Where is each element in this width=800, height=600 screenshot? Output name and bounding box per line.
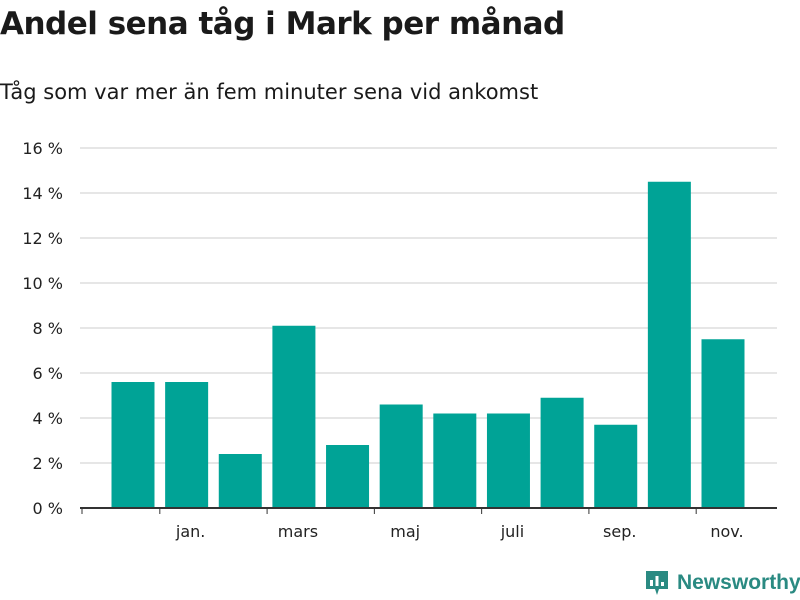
- bar-9: [540, 397, 584, 508]
- x-tick-label: maj: [390, 522, 420, 541]
- chart-subtitle: Tåg som var mer än fem minuter sena vid …: [0, 80, 539, 104]
- y-tick-label: 16 %: [22, 139, 63, 158]
- bar-11: [647, 181, 691, 508]
- y-tick-label: 12 %: [22, 229, 63, 248]
- x-tick-label: jan.: [175, 522, 205, 541]
- brand-logo: Newsworthy: [644, 569, 800, 597]
- y-tick-label: 4 %: [33, 409, 63, 428]
- bar-10: [594, 424, 638, 508]
- bar-chart: 0 % 2 % 4 % 6 % 8 % 10 % 12 % 14 % 16 % jan. mars…: [22, 139, 777, 541]
- x-tick-label: sep.: [603, 522, 636, 541]
- bar-2: [165, 382, 209, 508]
- bar-12: [701, 339, 745, 508]
- x-tick-label: nov.: [710, 522, 743, 541]
- bar-3: [218, 454, 262, 508]
- chart-title: Andel sena tåg i Mark per månad: [0, 6, 565, 42]
- y-tick-label: 0 %: [33, 499, 63, 518]
- y-tick-label: 14 %: [22, 184, 63, 203]
- brand-name: Newsworthy: [677, 571, 800, 594]
- x-tick-label: mars: [278, 522, 318, 541]
- y-tick-label: 10 %: [22, 274, 63, 293]
- bar-5: [326, 445, 370, 508]
- bar-1: [111, 382, 155, 508]
- bar-7: [433, 413, 477, 508]
- y-tick-label: 6 %: [33, 364, 63, 383]
- bar-4: [272, 325, 316, 508]
- bar-8: [486, 413, 530, 508]
- x-tick-label: juli: [500, 522, 524, 541]
- bar-6: [379, 404, 423, 508]
- bar-chart-logo-icon: [646, 571, 668, 595]
- y-tick-label: 2 %: [33, 454, 63, 473]
- y-tick-label: 8 %: [33, 319, 63, 338]
